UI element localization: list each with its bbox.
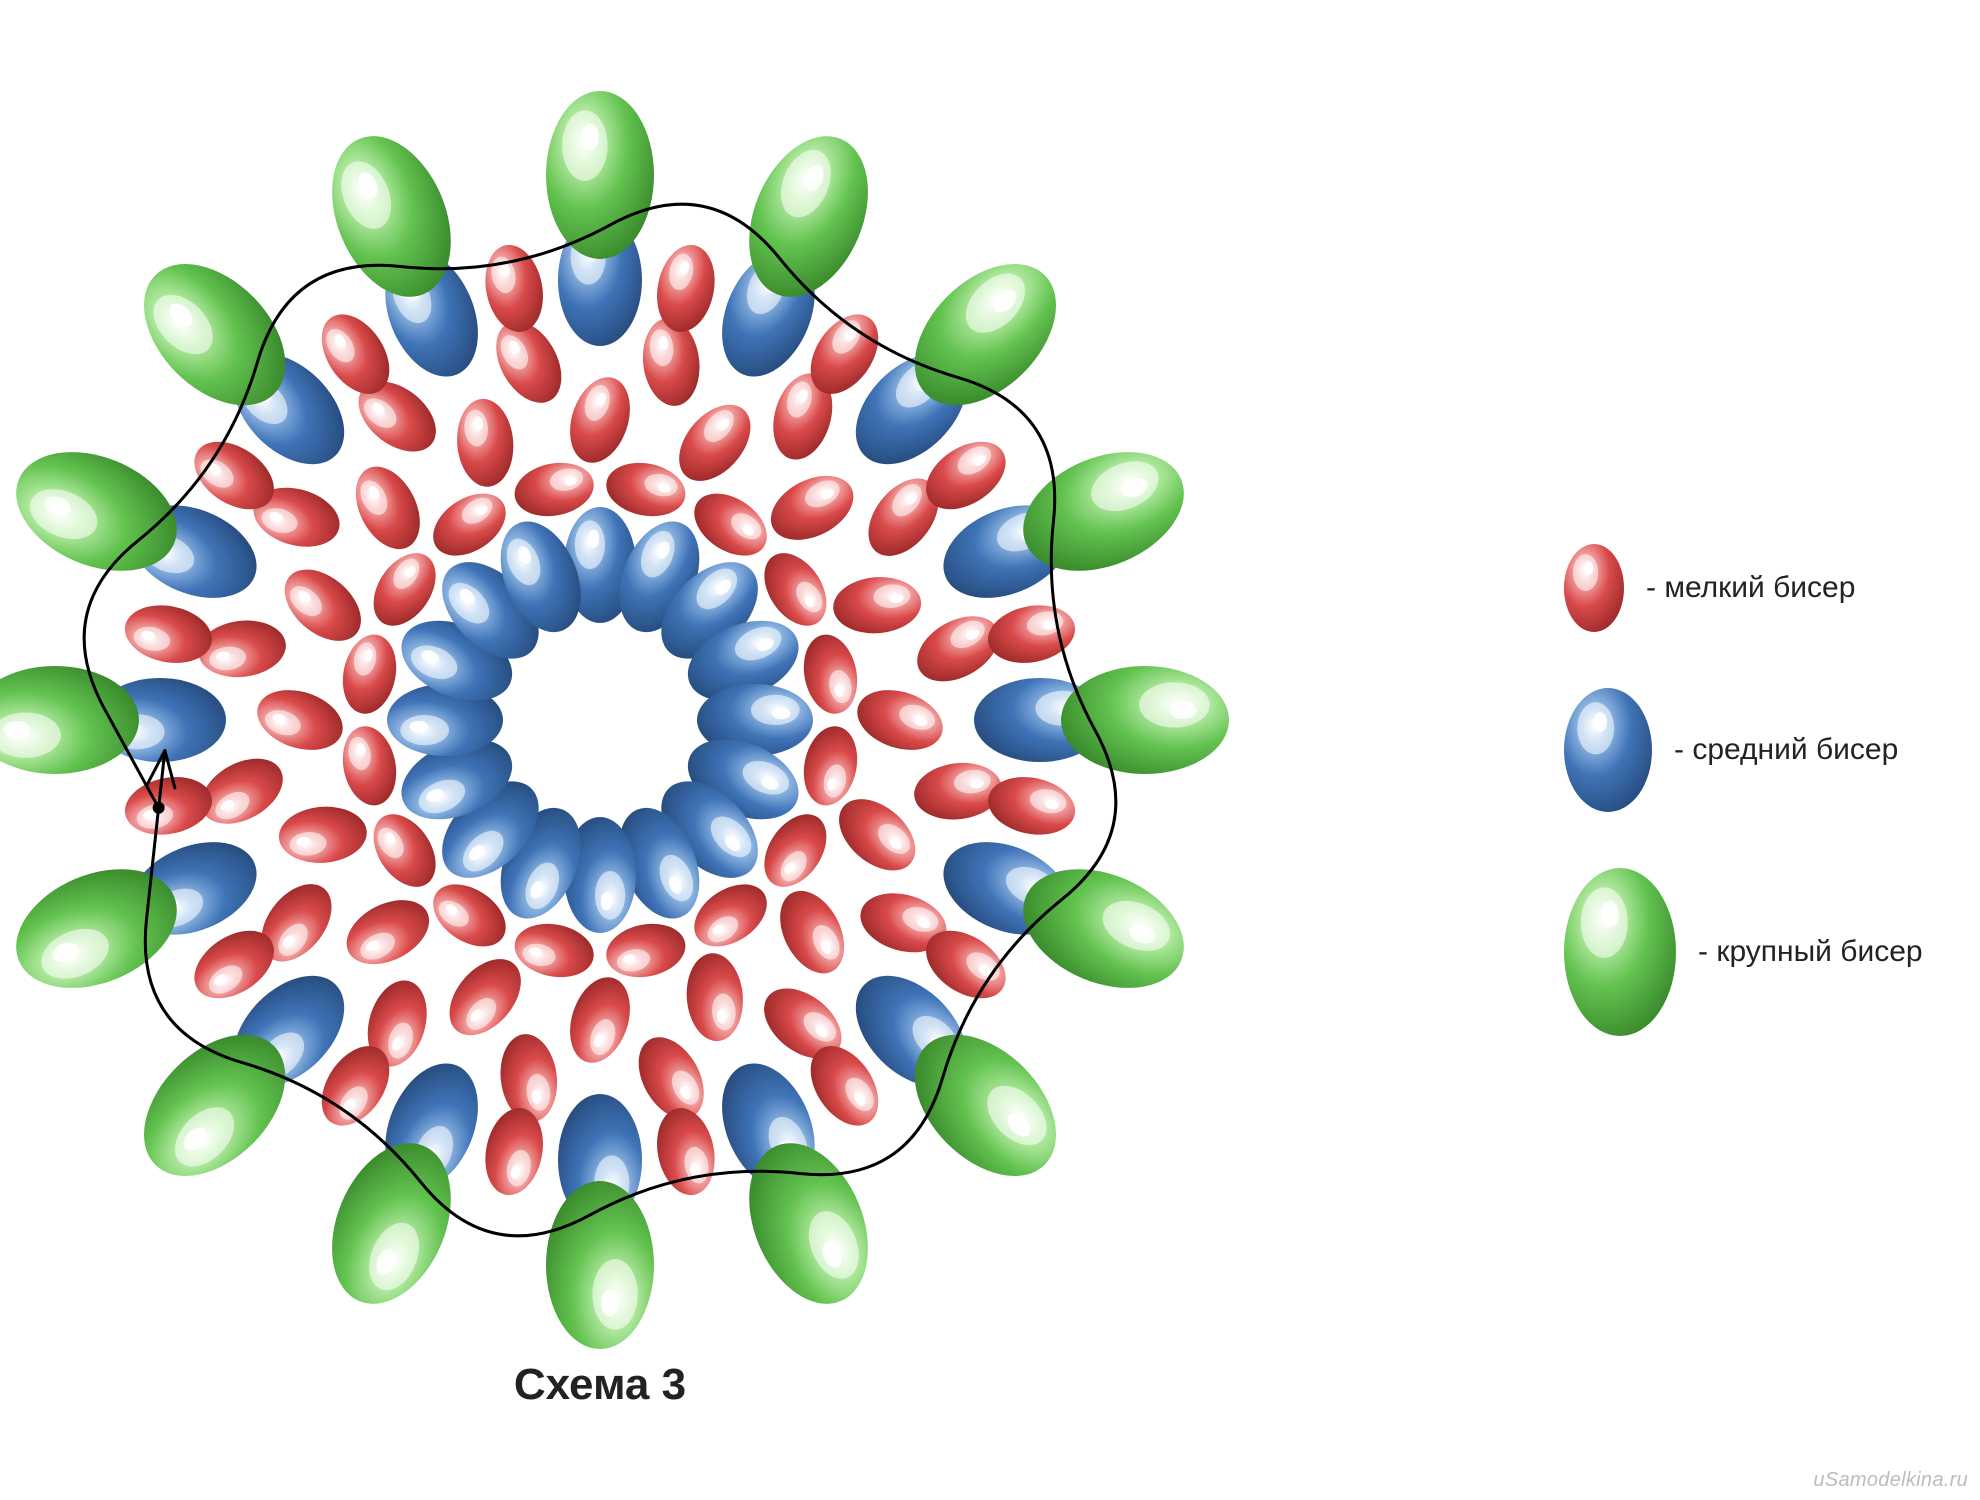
bead-green <box>546 91 654 259</box>
legend-item-green: - крупный бисер <box>1560 864 1923 1040</box>
bead-red <box>120 770 217 842</box>
legend-item-red: - мелкий бисер <box>1560 540 1923 636</box>
legend-label: - мелкий бисер <box>1646 571 1855 605</box>
bead-red <box>454 397 517 489</box>
bead-red <box>271 555 374 655</box>
bead-red <box>683 951 746 1043</box>
red-bead-icon <box>1560 540 1628 636</box>
bead-red <box>250 680 351 760</box>
bead-red <box>277 803 369 866</box>
bead-green <box>0 666 139 774</box>
watermark-text: uSamodelkina.ru <box>1813 1469 1968 1491</box>
bead-red <box>767 880 857 984</box>
legend-label: - средний бисер <box>1674 733 1898 767</box>
bead-green <box>546 1181 654 1349</box>
bead-red <box>435 946 535 1049</box>
bead-red <box>343 456 433 560</box>
bead-red <box>336 887 440 977</box>
green-bead-icon <box>1560 864 1680 1040</box>
caption: Схема 3 <box>0 1360 1200 1410</box>
bead-red <box>831 574 923 637</box>
legend-label: - крупный бисер <box>1698 935 1923 969</box>
legend-item-blue: - средний бисер <box>1560 684 1923 816</box>
bead-red <box>850 680 951 760</box>
watermark: uSamodelkina.ru <box>1813 1469 1968 1492</box>
bead-red <box>760 463 864 553</box>
bead-green <box>1061 666 1229 774</box>
bead-rings <box>0 91 1229 1349</box>
legend: - мелкий бисер - средний бисер - крупный б… <box>1560 540 1923 1040</box>
caption-text: Схема 3 <box>514 1360 686 1409</box>
bead-red <box>665 391 765 494</box>
bead-red <box>560 970 640 1071</box>
bead-red <box>826 785 929 885</box>
blue-bead-icon <box>1560 684 1656 816</box>
bead-red <box>560 370 640 471</box>
